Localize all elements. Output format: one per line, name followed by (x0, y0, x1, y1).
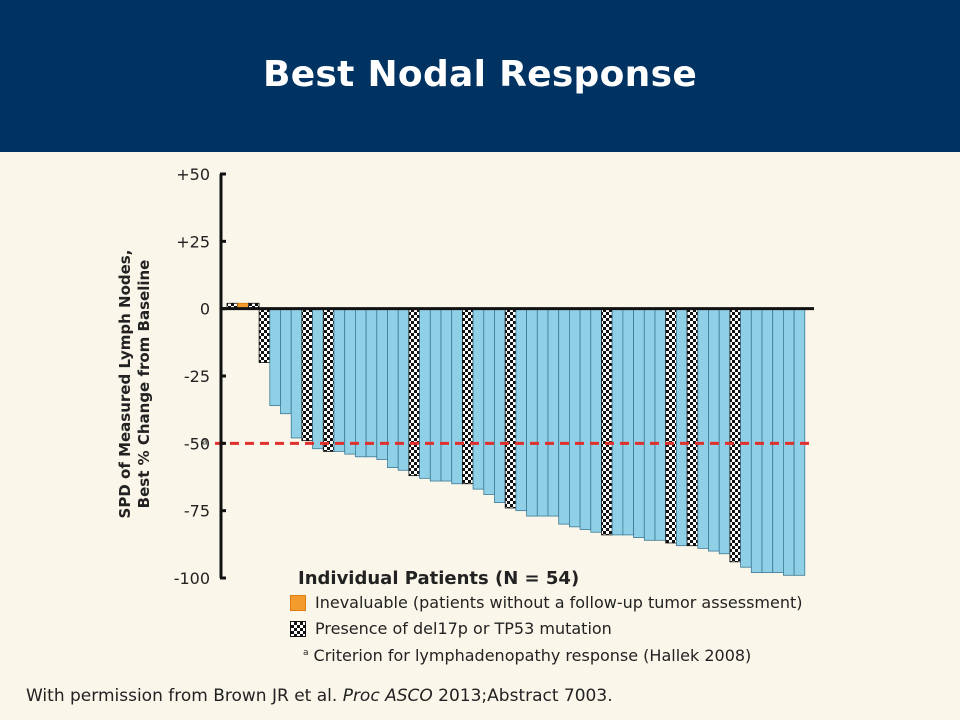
bar-patient-6 (280, 308, 292, 415)
source-journal: Proc ASCO (342, 686, 433, 706)
threshold-footnote-marker: a (202, 437, 208, 447)
y-tick-label: -25 (184, 367, 210, 386)
y-tick-label: 0 (200, 300, 210, 319)
title-banner: Best Nodal Response (0, 0, 960, 152)
bar-patient-51 (761, 308, 774, 574)
bar-patient-23 (461, 308, 474, 485)
slide-title: Best Nodal Response (262, 54, 698, 95)
bar-patient-5 (269, 308, 281, 407)
bar-patient-25 (483, 308, 495, 495)
footnote-text: Criterion for lymphadenopathy response (… (313, 646, 752, 665)
bar-patient-47 (718, 308, 731, 555)
bar-patient-8 (301, 308, 313, 442)
y-tick-label: +50 (176, 165, 210, 184)
del17p-swatch (290, 621, 306, 637)
bar-patient-37 (611, 308, 624, 536)
bar-patient-15 (376, 308, 388, 460)
bar-patient-27 (504, 308, 517, 509)
y-tick-label: -50 (184, 434, 210, 453)
y-tick-label: -100 (174, 569, 210, 588)
bar-patient-22 (451, 308, 463, 485)
y-tick-label: +25 (176, 232, 210, 251)
bar-patient-36 (601, 308, 613, 536)
footnote: a Criterion for lymphadenopathy response … (303, 646, 751, 665)
bar-patient-19 (419, 308, 431, 479)
patients-title: Individual Patients (N = 54) (298, 568, 580, 589)
bar-patient-33 (569, 308, 581, 528)
bar-patient-29 (526, 308, 538, 517)
bar-patient-11 (333, 308, 346, 452)
bar-patient-38 (622, 308, 635, 536)
y-tick-label: -75 (184, 502, 210, 521)
bar-patient-49 (740, 308, 752, 568)
source-citation: With permission from Brown JR et al. Pro… (26, 686, 613, 706)
source-suffix: 2013;Abstract 7003. (432, 686, 613, 706)
bar-patient-48 (729, 308, 742, 563)
bar-patient-44 (686, 308, 699, 547)
bar-patient-42 (665, 308, 677, 544)
bar-patient-41 (654, 308, 667, 541)
bar-patient-9 (312, 308, 324, 450)
bar-patient-21 (440, 308, 453, 482)
bar-patient-26 (494, 308, 506, 503)
bar-patient-39 (633, 308, 645, 539)
bar-patient-43 (676, 308, 688, 547)
bar-patient-35 (590, 308, 602, 533)
bar-patient-28 (515, 308, 528, 512)
bar-patient-30 (536, 308, 549, 517)
bar-patient-46 (708, 308, 720, 552)
legend-inevaluable-label: Inevaluable (patients without a follow-u… (315, 593, 803, 612)
bar-patient-14 (365, 308, 378, 458)
legend-del17p-label: Presence of del17p or TP53 mutation (315, 619, 612, 638)
bar-patient-34 (579, 308, 592, 530)
bar-patient-32 (558, 308, 570, 525)
footnote-marker: a (303, 648, 309, 658)
inevaluable-swatch (290, 595, 306, 611)
source-prefix: With permission from Brown JR et al. (26, 686, 343, 706)
bar-patient-18 (408, 308, 420, 477)
bar-patient-24 (472, 308, 485, 490)
bar-patient-20 (429, 308, 442, 482)
bar-patient-12 (344, 308, 356, 455)
bar-patient-31 (547, 308, 560, 517)
bar-patient-10 (322, 308, 335, 452)
bar-patient-45 (697, 308, 709, 549)
bar-patient-50 (750, 308, 763, 574)
bar-patient-17 (397, 308, 410, 471)
bar-patient-52 (772, 308, 784, 574)
bar-patient-13 (354, 308, 367, 458)
bar-patient-4 (258, 308, 271, 363)
bar-patient-40 (643, 308, 656, 541)
bar-patient-7 (290, 308, 303, 439)
